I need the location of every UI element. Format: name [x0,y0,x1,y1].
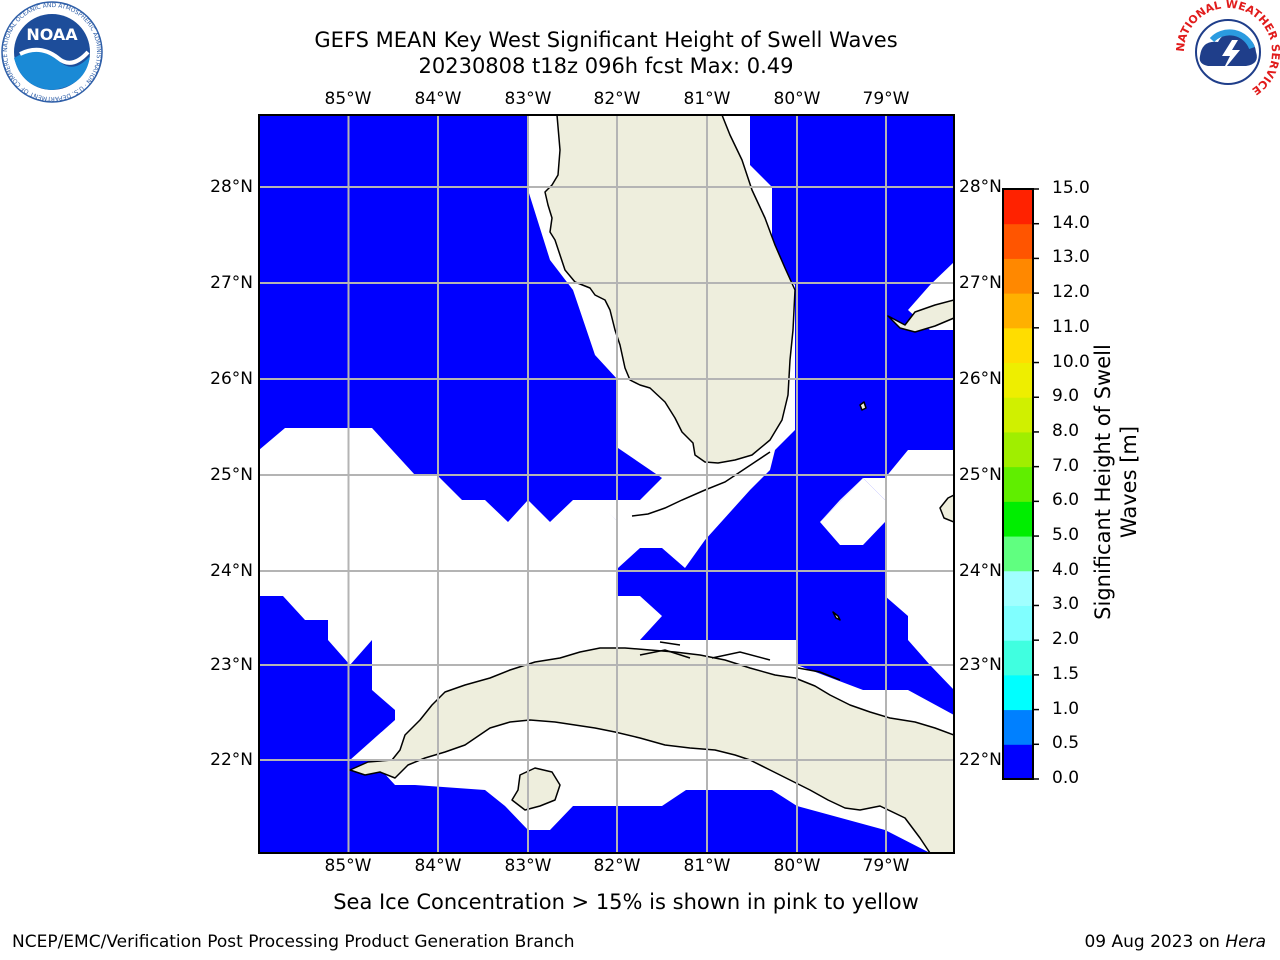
colorbar-segment [1003,570,1033,606]
lon-label-top: 81°W [683,89,731,109]
lon-label-bottom: 80°W [773,856,821,876]
bahamas-andros [939,494,954,523]
colorbar-segment [1003,501,1033,537]
bahamas-north [887,299,954,333]
colorbar-segment [1003,466,1033,502]
islet [859,401,867,411]
colorbar-segment [1003,536,1033,572]
lat-label-right: 22°N [959,750,1002,770]
map-title: GEFS MEAN Key West Significant Height of… [314,28,898,52]
land [349,115,954,853]
lat-label-left: 25°N [210,465,253,485]
lon-label-top: 85°W [324,89,372,109]
lon-label-bottom: 85°W [324,856,372,876]
colorbar-tick-label: 5.0 [1052,525,1080,546]
lat-label-right: 24°N [959,561,1002,581]
noaa-logo: NATIONAL OCEANIC AND ATMOSPHERIC ADMINIS… [1,1,103,103]
colorbar-segment [1003,605,1033,641]
colorbar-segment [1003,640,1033,676]
lat-label-left: 26°N [210,369,253,389]
cuban-cays [639,641,841,681]
colorbar-tick-label: 4.0 [1052,559,1080,580]
colorbar-label: Significant Height of Swell Waves [m] [1091,344,1141,620]
swell-height-map [258,114,955,854]
florida-keys [631,451,771,517]
lon-label-top: 82°W [593,89,641,109]
colorbar-frame [1002,188,1034,780]
lat-label-left: 28°N [210,177,253,197]
florida [544,115,796,464]
lat-label-left: 22°N [210,750,253,770]
colorbar-tick-label: 8.0 [1052,420,1080,441]
colorbar-segment [1003,362,1033,398]
colorbar-segment [1003,223,1033,259]
colorbar-tick-label: 9.0 [1052,386,1080,407]
colorbar-segment [1003,293,1033,329]
lat-label-right: 23°N [959,655,1002,675]
colorbar-tick-label: 7.0 [1052,455,1080,476]
colorbar-segment [1003,258,1033,294]
lon-label-bottom: 79°W [862,856,910,876]
lat-label-right: 28°N [959,177,1002,197]
lon-label-top: 79°W [862,89,910,109]
cuba [349,647,954,853]
lon-label-top: 84°W [414,89,462,109]
colorbar [1002,188,1039,780]
lat-label-right: 25°N [959,465,1002,485]
colorbar-tick-label: 15.0 [1052,178,1090,198]
colorbar-tick-label: 1.5 [1052,663,1080,684]
colorbar-segment [1003,327,1033,364]
map-frame [258,114,955,854]
colorbar-tick-label: 0.5 [1052,733,1080,754]
lat-label-left: 24°N [210,561,253,581]
colorbar-tick-label: 10.0 [1052,351,1090,372]
lon-label-bottom: 84°W [414,856,462,876]
lat-label-left: 27°N [210,273,253,293]
lon-label-top: 80°W [773,89,821,109]
lat-label-right: 26°N [959,369,1002,389]
footer-branch: NCEP/EMC/Verification Post Processing Pr… [12,932,575,952]
lon-label-top: 83°W [504,89,552,109]
nws-logo: NATIONAL WEATHER SERVICE [1176,0,1280,102]
colorbar-segment [1003,674,1033,711]
footer-date: 09 Aug 2023 on Hera [1084,932,1266,952]
colorbar-tick-label: 11.0 [1052,316,1090,337]
lon-label-bottom: 81°W [683,856,731,876]
lat-label-right: 27°N [959,273,1002,293]
colorbar-tick-label: 2.0 [1052,629,1080,650]
lat-label-left: 23°N [210,655,253,675]
colorbar-segment [1003,431,1033,468]
lon-label-bottom: 83°W [504,856,552,876]
colorbar-tick-label: 12.0 [1052,282,1090,303]
lon-label-bottom: 82°W [593,856,641,876]
footer-machine: Hera [1225,932,1266,952]
isla-de-la-juventud [511,767,561,811]
footer-date-text: 09 Aug 2023 on [1084,932,1220,952]
colorbar-segment [1003,709,1033,745]
colorbar-segment [1003,744,1033,780]
colorbar-tick-label: 14.0 [1052,212,1090,233]
colorbar-tick-label: 3.0 [1052,594,1080,615]
sea-ice-note: Sea Ice Concentration > 15% is shown in … [333,890,919,914]
graticule [259,115,954,853]
colorbar-tick-label: 0.0 [1052,768,1080,788]
noaa-logo-text: NOAA [26,25,78,44]
colorbar-segment [1003,189,1033,225]
map-subtitle: 20230808 t18z 096h fcst Max: 0.49 [418,54,794,78]
colorbar-tick-label: 13.0 [1052,247,1090,268]
colorbar-segment [1003,397,1033,433]
islet [832,611,841,621]
colorbar-tick-label: 1.0 [1052,698,1080,719]
colorbar-tick-label: 6.0 [1052,490,1080,511]
